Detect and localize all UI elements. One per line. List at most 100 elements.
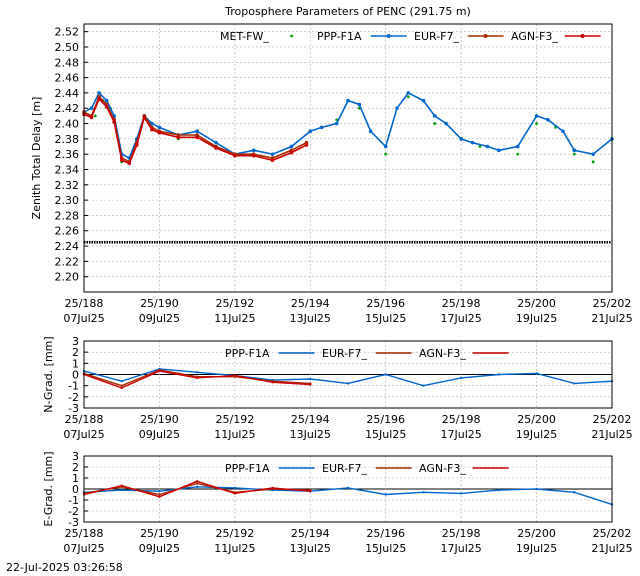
point-agn-f3- <box>271 381 274 384</box>
x-tick-label-date: 13Jul25 <box>290 312 331 325</box>
point-ppp-f1a <box>251 148 256 153</box>
x-tick-label-date: 17Jul25 <box>441 428 482 441</box>
legend-marker <box>386 34 391 38</box>
legend-marker <box>483 34 488 38</box>
x-tick-label-doy: 25/198 <box>442 297 481 310</box>
y-tick-label: 2.26 <box>55 225 80 238</box>
point-eur-f7- <box>120 384 123 387</box>
point-agn-f3- <box>214 146 218 150</box>
y-tick-label: 2.46 <box>55 72 80 85</box>
point-ppp-f1a <box>573 491 576 494</box>
point-ppp-f1a <box>346 486 350 490</box>
chart-title: Troposphere Parameters of PENC (291.75 m… <box>224 5 471 18</box>
point-ppp-f1a <box>497 373 501 376</box>
x-tick-label-date: 09Jul25 <box>139 312 180 325</box>
x-tick-label-doy: 25/198 <box>442 527 481 540</box>
point-met-fw <box>406 95 410 99</box>
point-ppp-f1a <box>308 129 313 133</box>
point-ppp-f1a <box>158 490 161 493</box>
point-agn-f3- <box>309 490 312 493</box>
point-agn-f3- <box>270 158 275 163</box>
x-tick-label-doy: 25/190 <box>140 527 179 540</box>
point-ppp-f1a <box>89 106 94 111</box>
point-agn-f3- <box>119 158 124 163</box>
point-ppp-f1a <box>561 129 565 133</box>
point-met-fw <box>93 114 97 118</box>
point-agn-f3- <box>176 135 181 140</box>
y-tick-label: 0 <box>72 369 79 382</box>
point-agn-f3- <box>120 484 123 487</box>
point-ppp-f1a <box>368 129 373 133</box>
x-tick-label-date: 15Jul25 <box>365 542 406 555</box>
y-tick-label: 2.32 <box>55 179 80 192</box>
y-tick-label: 3 <box>72 335 79 348</box>
point-ppp-f1a <box>384 373 387 376</box>
y-tick-label: 2.20 <box>55 271 80 284</box>
point-ppp-f1a <box>444 121 448 126</box>
x-tick-label-date: 17Jul25 <box>441 312 482 325</box>
point-agn-f3- <box>251 153 256 158</box>
point-ppp-f1a <box>470 140 475 145</box>
x-tick-label-doy: 25/196 <box>366 413 405 426</box>
x-tick-label-doy: 25/200 <box>517 413 556 426</box>
point-met-fw <box>535 122 538 125</box>
point-ppp-f1a <box>319 125 324 130</box>
point-ppp-f1a <box>384 493 387 496</box>
y-tick-label: 2.42 <box>55 102 80 115</box>
x-tick-label-doy: 25/194 <box>291 297 330 310</box>
point-agn-f3- <box>104 104 109 109</box>
x-tick-label-date: 19Jul25 <box>516 428 557 441</box>
y-tick-label: 2 <box>72 461 79 474</box>
point-ppp-f1a <box>395 106 399 111</box>
point-agn-f3- <box>233 153 237 158</box>
point-ppp-f1a <box>497 488 501 492</box>
y-tick-label: -2 <box>68 505 79 518</box>
point-ppp-f1a <box>289 144 294 149</box>
legend-marker <box>290 34 293 38</box>
legend-label: AGN-F3_ <box>511 30 558 43</box>
y-tick-label: 2.24 <box>55 240 80 253</box>
y-axis-label: E-Grad. [mm] <box>42 451 55 526</box>
y-tick-label: 2.52 <box>55 26 80 39</box>
x-tick-label-date: 17Jul25 <box>441 542 482 555</box>
point-ppp-f1a <box>459 492 463 495</box>
point-agn-f3- <box>195 376 199 380</box>
y-tick-label: -2 <box>68 391 79 404</box>
y-tick-label: 2.30 <box>55 194 80 207</box>
y-tick-label: -3 <box>68 516 79 529</box>
legend-label: EUR-F7_ <box>322 462 367 475</box>
point-ppp-f1a <box>535 487 538 491</box>
y-tick-label: -1 <box>68 380 79 393</box>
x-tick-label-date: 21Jul25 <box>591 312 632 325</box>
point-agn-f3- <box>135 143 139 147</box>
point-agn-f3- <box>195 135 199 140</box>
x-tick-label-date: 15Jul25 <box>365 428 406 441</box>
point-met-fw <box>572 152 576 156</box>
point-ppp-f1a <box>573 382 576 385</box>
x-tick-label-date: 11Jul25 <box>214 542 255 555</box>
point-agn-f3- <box>195 480 199 483</box>
point-ppp-f1a <box>459 376 463 380</box>
point-ppp-f1a <box>357 102 362 107</box>
point-ppp-f1a <box>346 98 350 103</box>
point-met-fw <box>516 152 520 156</box>
y-tick-label: 2.40 <box>55 118 80 131</box>
plot-frame <box>83 23 613 293</box>
point-ppp-f1a <box>485 144 490 149</box>
point-ppp-f1a <box>546 117 550 122</box>
x-tick-label-doy: 25/198 <box>442 413 481 426</box>
x-tick-label-doy: 25/192 <box>216 413 255 426</box>
point-agn-f3- <box>233 374 237 377</box>
x-tick-label-doy: 25/188 <box>65 413 104 426</box>
y-tick-label: 2.48 <box>55 56 80 69</box>
y-tick-label: 2 <box>72 346 79 359</box>
point-agn-f3- <box>112 120 116 124</box>
point-ppp-f1a <box>214 140 218 145</box>
x-tick-label-date: 21Jul25 <box>591 542 632 555</box>
legend-label: AGN-F3_ <box>419 462 466 475</box>
x-tick-label-date: 21Jul25 <box>591 428 632 441</box>
y-tick-label: 1 <box>72 357 79 370</box>
y-tick-label: 3 <box>72 450 79 463</box>
y-tick-label: 0 <box>72 483 79 496</box>
